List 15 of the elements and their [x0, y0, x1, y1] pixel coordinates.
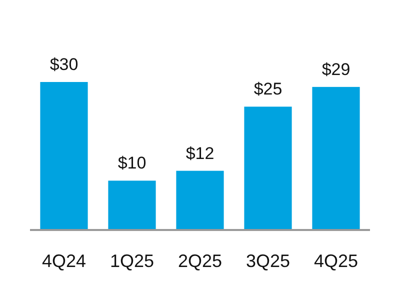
x-tick-label: 2Q25: [178, 251, 222, 271]
data-label: $30: [50, 55, 78, 74]
x-tick-label: 4Q25: [314, 251, 358, 271]
data-label: $29: [322, 60, 350, 79]
data-label: $25: [254, 80, 282, 99]
bar: [312, 86, 360, 230]
data-label: $10: [118, 154, 146, 173]
x-tick-label: 4Q24: [42, 251, 86, 271]
bar: [40, 82, 88, 230]
bar: [244, 106, 292, 230]
x-tick-label: 3Q25: [246, 251, 290, 271]
bar: [176, 170, 224, 230]
x-tick-label: 1Q25: [110, 251, 154, 271]
bar: [108, 180, 156, 230]
data-label: $12: [186, 144, 214, 163]
